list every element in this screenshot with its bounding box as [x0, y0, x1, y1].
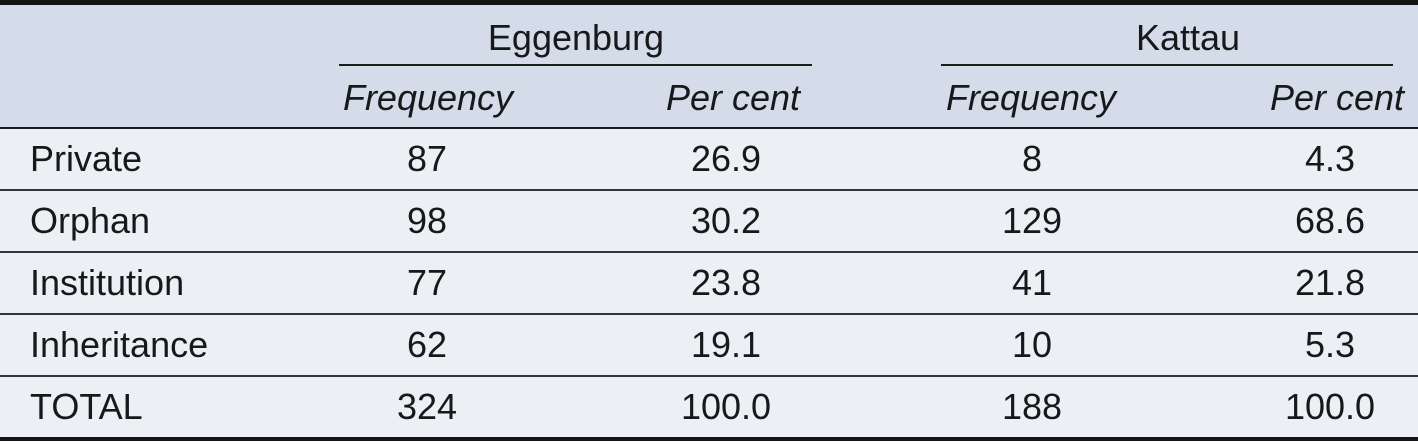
- cell-kattau-percent: 100.0: [1284, 386, 1376, 427]
- cell-eggenburg-frequency: 87: [406, 138, 448, 179]
- table-row-orphan: Orphan 98 30.2 129 68.6: [0, 189, 1418, 251]
- cell-kattau-frequency: 41: [1011, 262, 1053, 303]
- kattau-group-underline: [941, 64, 1393, 66]
- cell-kattau-frequency: 129: [1001, 200, 1063, 241]
- cell-kattau-percent: 5.3: [1304, 324, 1356, 365]
- table-row-institution: Institution 77 23.8 41 21.8: [0, 251, 1418, 313]
- cell-eggenburg-percent: 100.0: [680, 386, 772, 427]
- cell-eggenburg-percent: 30.2: [690, 200, 762, 241]
- column-header-eggenburg-frequency: Frequency: [342, 77, 514, 118]
- table-row-private: Private 87 26.9 8 4.3: [0, 129, 1418, 189]
- column-header-kattau-frequency: Frequency: [945, 77, 1117, 118]
- table-header: Eggenburg Kattau Frequency Per cent Freq…: [0, 5, 1418, 129]
- column-header-kattau-percent: Per cent: [1269, 77, 1405, 118]
- cell-eggenburg-percent: 19.1: [690, 324, 762, 365]
- cell-kattau-frequency: 8: [1021, 138, 1043, 179]
- cell-eggenburg-frequency: 324: [396, 386, 458, 427]
- row-label: TOTAL: [30, 386, 143, 427]
- cell-eggenburg-frequency: 98: [406, 200, 448, 241]
- cell-kattau-percent: 4.3: [1304, 138, 1356, 179]
- row-label: Orphan: [30, 200, 151, 241]
- cell-kattau-percent: 21.8: [1294, 262, 1366, 303]
- column-header-eggenburg-percent: Per cent: [665, 77, 801, 118]
- cell-kattau-frequency: 10: [1011, 324, 1053, 365]
- row-label: Private: [30, 138, 143, 179]
- cell-eggenburg-frequency: 62: [406, 324, 448, 365]
- cell-eggenburg-percent: 26.9: [690, 138, 762, 179]
- row-label: Inheritance: [30, 324, 209, 365]
- table-bottom-border: [0, 437, 1418, 441]
- column-group-eggenburg: Eggenburg: [487, 17, 665, 58]
- table-top-border: [0, 0, 1418, 5]
- table-row-inheritance: Inheritance 62 19.1 10 5.3: [0, 313, 1418, 375]
- eggenburg-group-underline: [339, 64, 812, 66]
- cell-kattau-percent: 68.6: [1294, 200, 1366, 241]
- cell-eggenburg-frequency: 77: [406, 262, 448, 303]
- cell-kattau-frequency: 188: [1001, 386, 1063, 427]
- table-row-total: TOTAL 324 100.0 188 100.0: [0, 375, 1418, 437]
- cell-eggenburg-percent: 23.8: [690, 262, 762, 303]
- row-label: Institution: [30, 262, 185, 303]
- table-body: Private 87 26.9 8 4.3 Orphan 98 30.2 129…: [0, 129, 1418, 437]
- column-group-kattau: Kattau: [1135, 17, 1241, 58]
